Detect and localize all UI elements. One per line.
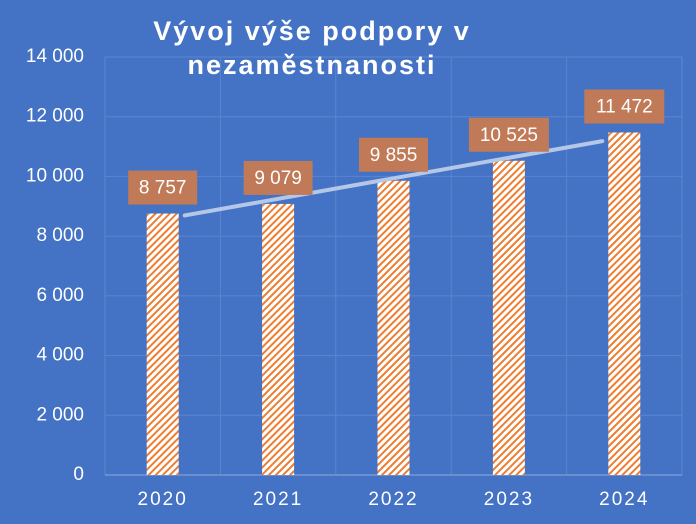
x-tick-label: 2024 bbox=[599, 489, 649, 510]
y-tick-label: 4 000 bbox=[36, 345, 84, 366]
data-label-box bbox=[468, 117, 549, 152]
bar bbox=[492, 160, 525, 475]
bar bbox=[608, 132, 641, 475]
bar bbox=[262, 203, 295, 475]
y-tick-label: 12 000 bbox=[26, 106, 84, 127]
y-tick-label: 8 000 bbox=[36, 225, 84, 246]
bar bbox=[377, 180, 410, 475]
data-label: 11 472 bbox=[596, 96, 653, 117]
data-label-box bbox=[359, 137, 428, 172]
data-label: 9 855 bbox=[370, 145, 418, 166]
data-label: 9 079 bbox=[254, 168, 302, 189]
x-tick-label: 2020 bbox=[138, 489, 188, 510]
data-label-box bbox=[584, 89, 665, 124]
y-tick-label: 0 bbox=[73, 464, 84, 485]
bar bbox=[146, 213, 179, 475]
y-tick-label: 6 000 bbox=[36, 285, 84, 306]
x-tick-label: 2021 bbox=[253, 489, 303, 510]
data-label-box bbox=[243, 160, 313, 195]
x-tick-label: 2023 bbox=[484, 489, 534, 510]
y-tick-label: 2 000 bbox=[36, 404, 84, 425]
y-tick-label: 14 000 bbox=[26, 46, 84, 67]
data-label: 10 525 bbox=[480, 125, 538, 146]
data-label-box bbox=[128, 170, 198, 205]
chart-title: Vývoj výše podpory v nezaměstnanosti bbox=[153, 16, 471, 80]
y-tick-label: 10 000 bbox=[26, 165, 84, 186]
trendline bbox=[182, 139, 605, 218]
x-tick-label: 2022 bbox=[368, 489, 418, 510]
data-label: 8 757 bbox=[139, 178, 187, 199]
